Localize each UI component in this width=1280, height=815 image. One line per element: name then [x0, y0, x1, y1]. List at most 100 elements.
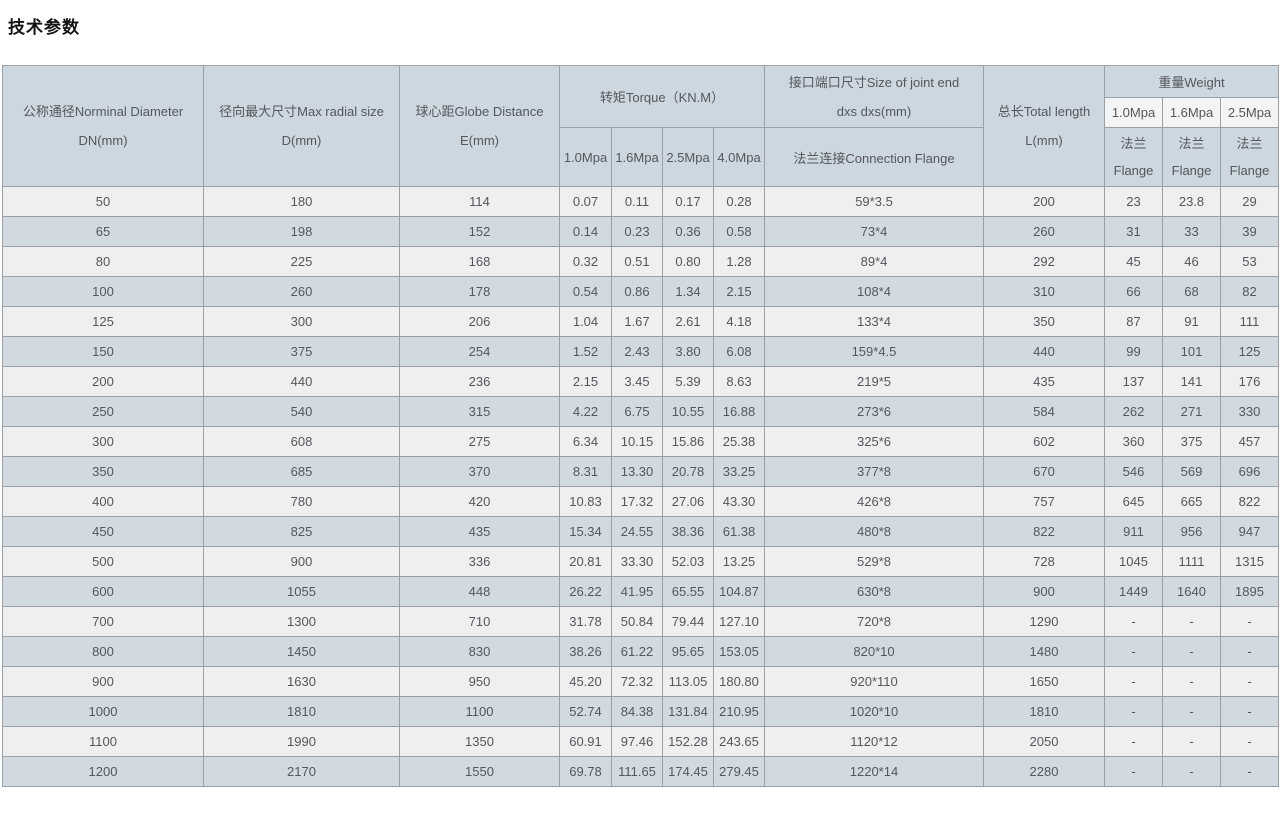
table-cell: - — [1162, 696, 1221, 727]
table-cell: 336 — [399, 546, 560, 577]
header-line: Flange — [1229, 163, 1270, 178]
table-cell: 540 — [203, 396, 400, 427]
table-cell: - — [1104, 696, 1163, 727]
table-cell: 1300 — [203, 606, 400, 637]
table-cell: 310 — [983, 276, 1105, 307]
table-cell: 13.30 — [611, 456, 663, 487]
table-cell: 350 — [2, 456, 204, 487]
table-cell: 180.80 — [713, 666, 765, 697]
table-cell: 0.07 — [559, 186, 612, 217]
table-cell: 710 — [399, 606, 560, 637]
table-cell: 450 — [2, 516, 204, 547]
table-cell: 1630 — [203, 666, 400, 697]
table-cell: 420 — [399, 486, 560, 517]
header-flange-10mpa: 法兰 Flange — [1104, 127, 1163, 187]
table-cell: 10.55 — [662, 396, 714, 427]
table-cell: - — [1219, 726, 1280, 757]
header-line: 接口端口尺寸Size of joint end — [788, 74, 960, 90]
header-line: E(mm) — [460, 133, 499, 148]
table-row: 100 260 178 0.54 0.86 1.34 2.15 108*4 310 66 68 82 — [2, 276, 1280, 307]
table-cell: 377*8 — [764, 456, 984, 487]
table-cell: 670 — [983, 456, 1105, 487]
table-cell: 4.18 — [713, 306, 765, 337]
table-row: 450 825 435 15.34 24.55 38.36 61.38 480*8 822 911… — [2, 516, 1280, 547]
header-total-length: 总长Total length L(mm) — [983, 65, 1105, 187]
table-cell: 0.23 — [611, 216, 663, 247]
table-row: 80 225 168 0.32 0.51 0.80 1.28 89*4 292 45 46 53 — [2, 246, 1280, 277]
table-cell: 546 — [1104, 456, 1163, 487]
table-cell: 900 — [983, 576, 1105, 607]
table-cell: 1045 — [1104, 546, 1163, 577]
header-torque-10mpa: 1.0Mpa — [559, 127, 612, 187]
table-cell: 41.95 — [611, 576, 663, 607]
table-cell: 4.22 — [559, 396, 612, 427]
table-cell: 1.34 — [662, 276, 714, 307]
table-cell: 24.55 — [611, 516, 663, 547]
table-cell: - — [1219, 696, 1280, 727]
table-cell: 38.36 — [662, 516, 714, 547]
table-cell: - — [1104, 606, 1163, 637]
table-cell: 375 — [203, 336, 400, 367]
header-torque-40mpa: 4.0Mpa — [713, 127, 765, 187]
table-cell: 127.10 — [713, 606, 765, 637]
table-cell: 1111 — [1162, 546, 1221, 577]
table-cell: 920*110 — [764, 666, 984, 697]
table-cell: 911 — [1104, 516, 1163, 547]
table-cell: 91 — [1162, 306, 1221, 337]
table-cell: 1895 — [1219, 576, 1280, 607]
table-cell: 1350 — [399, 726, 560, 757]
table-cell: 50.84 — [611, 606, 663, 637]
table-cell: 97.46 — [611, 726, 663, 757]
table-cell: 728 — [983, 546, 1105, 577]
table-cell: 435 — [399, 516, 560, 547]
table-cell: - — [1162, 636, 1221, 667]
header-weight-16mpa: 1.6Mpa — [1162, 97, 1221, 128]
table-cell: 950 — [399, 666, 560, 697]
table-cell: 20.78 — [662, 456, 714, 487]
table-cell: 2170 — [203, 756, 400, 787]
table-cell: 152.28 — [662, 726, 714, 757]
header-line: 法兰 — [1178, 136, 1205, 151]
table-row: 800 1450 830 38.26 61.22 95.65 153.05 820*10 148… — [2, 636, 1280, 667]
table-cell: 61.22 — [611, 636, 663, 667]
table-cell: 6.08 — [713, 336, 765, 367]
table-cell: 1640 — [1162, 576, 1221, 607]
table-cell: 45.20 — [559, 666, 612, 697]
table-cell: 5.39 — [662, 366, 714, 397]
table-cell: 800 — [2, 636, 204, 667]
table-cell: 315 — [399, 396, 560, 427]
table-cell: 720*8 — [764, 606, 984, 637]
header-line: 径向最大尺寸Max radial size — [219, 104, 384, 119]
table-cell: 176 — [1219, 366, 1280, 397]
header-weight: 重量Weight — [1103, 65, 1280, 98]
table-row: 400 780 420 10.83 17.32 27.06 43.30 426*8 757 645… — [2, 486, 1280, 517]
table-cell: 292 — [983, 246, 1105, 277]
table-cell: 10.15 — [611, 426, 663, 457]
table-cell: 141 — [1162, 366, 1221, 397]
table-cell: 1810 — [983, 696, 1105, 727]
table-cell: 1990 — [203, 726, 400, 757]
header-line: L(mm) — [1025, 133, 1063, 148]
table-cell: 8.63 — [713, 366, 765, 397]
table-row: 1200 2170 1550 69.78 111.65 174.45 279.45 1220*… — [2, 756, 1280, 787]
table-cell: 0.54 — [559, 276, 612, 307]
table-row: 900 1630 950 45.20 72.32 113.05 180.80 920*110 1… — [2, 666, 1280, 697]
table-cell: 820*10 — [764, 636, 984, 667]
table-cell: 1055 — [203, 576, 400, 607]
header-line: 总长Total length — [997, 104, 1091, 119]
table-cell: 350 — [983, 306, 1105, 337]
table-cell: 72.32 — [611, 666, 663, 697]
table-cell: 0.86 — [611, 276, 663, 307]
table-cell: 1.04 — [559, 306, 612, 337]
table-cell: 1.67 — [611, 306, 663, 337]
table-cell: 1810 — [203, 696, 400, 727]
header-line: 法兰 — [1236, 136, 1263, 151]
table-cell: 6.34 — [559, 426, 612, 457]
table-cell: 2280 — [983, 756, 1105, 787]
table-cell: 80 — [2, 246, 204, 277]
table-row: 1000 1810 1100 52.74 84.38 131.84 210.95 1020*1… — [2, 696, 1280, 727]
table-cell: 2050 — [983, 726, 1105, 757]
table-cell: - — [1219, 606, 1280, 637]
table-cell: 1120*12 — [764, 726, 984, 757]
table-row: 1100 1990 1350 60.91 97.46 152.28 243.65 1120*1… — [2, 726, 1280, 757]
